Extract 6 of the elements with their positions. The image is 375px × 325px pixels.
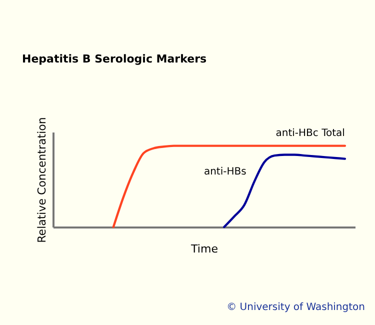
y-axis-title: Relative Concentration bbox=[36, 117, 48, 243]
chart-title: Hepatitis B Serologic Markers bbox=[22, 52, 207, 66]
text: © University of Washington bbox=[226, 302, 365, 313]
series-label: anti-HBs bbox=[204, 166, 246, 178]
x-axis-title: Time bbox=[190, 242, 218, 256]
series-label: anti-HBc Total bbox=[276, 128, 345, 139]
